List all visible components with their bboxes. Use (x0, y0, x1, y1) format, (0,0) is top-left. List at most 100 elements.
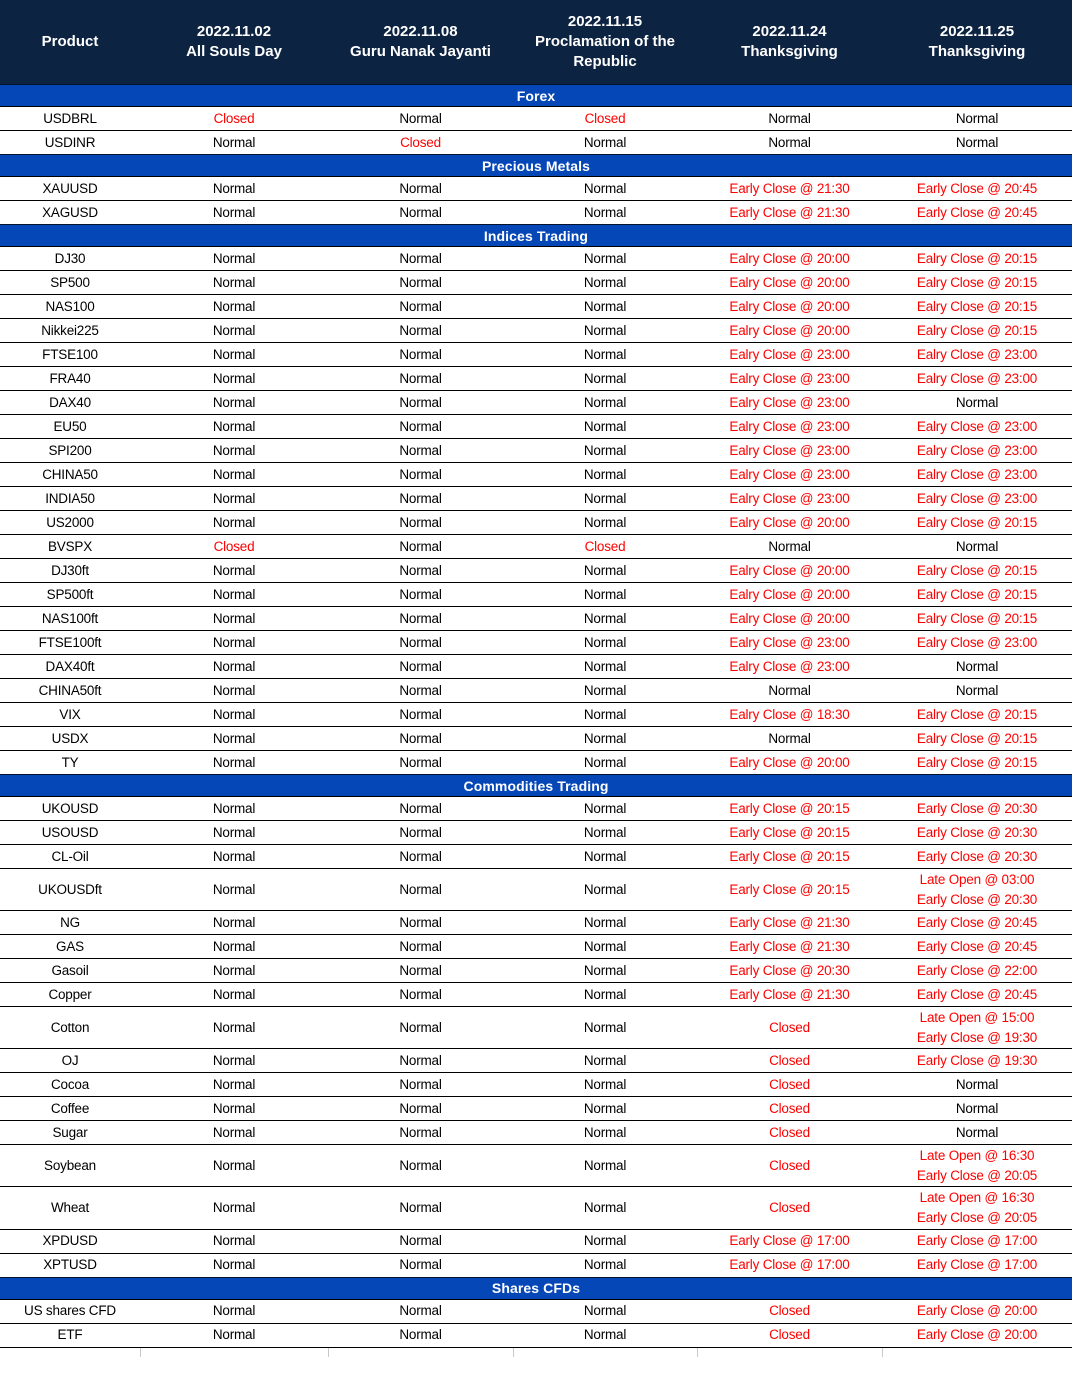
status-value: Normal (399, 1200, 442, 1216)
status-cell: Normal (328, 368, 513, 390)
status-cell: Early Close @ 20:15 (697, 879, 882, 901)
status-value: Closed (769, 1327, 810, 1343)
status-value: Normal (212, 800, 256, 816)
table-row-china50ft: CHINA50ft Normal Normal Normal Normal Normal (0, 678, 1072, 702)
status-value: Normal (583, 1327, 627, 1343)
status-cell: Normal (328, 822, 513, 844)
status-cell: Normal (513, 344, 697, 366)
status-value: Normal (212, 1200, 256, 1216)
status-cell: Closed (697, 1300, 882, 1322)
status-cell: Ealry Close @ 18:30 (697, 704, 882, 726)
status-cell: Normal (140, 296, 328, 318)
holiday-date: 2022.11.02 (196, 23, 272, 41)
status-cell: Normal (697, 680, 882, 702)
status-cell: Ealry Close @ 20:00 (697, 752, 882, 774)
status-cell: Normal (513, 1230, 697, 1252)
status-cell: Normal (513, 1017, 697, 1039)
status-cell: Ealry Close @ 20:15 (882, 728, 1072, 750)
status-cell: Normal (328, 912, 513, 934)
status-value: Early Close @ 21:30 (729, 914, 850, 930)
holiday-date: 2022.11.08 (383, 23, 458, 41)
status-cell: Ealry Close @ 23:00 (697, 488, 882, 510)
status-value: Normal (583, 1233, 627, 1249)
product-name: XPDUSD (42, 1233, 98, 1249)
status-value: Early Close @ 19:30 (916, 1052, 1038, 1068)
status-value: Ealry Close @ 20:15 (916, 298, 1038, 314)
status-value: Ealry Close @ 23:00 (916, 490, 1038, 506)
status-value: Normal (583, 418, 627, 434)
status-value: Closed (769, 1019, 810, 1035)
status-value: Early Close @ 20:30 (916, 891, 1038, 907)
status-cell: Early Close @ 20:30 (882, 798, 1072, 820)
table-row-india50: INDIA50 Normal Normal Normal Ealry Close @ 2… (0, 486, 1072, 510)
status-cell: Early Close @ 20:45 (882, 178, 1072, 200)
section-header-shares-cfds: Shares CFDs (0, 1276, 1072, 1299)
status-value: Normal (399, 754, 442, 770)
product-name: XPTUSD (43, 1257, 97, 1273)
table-row-us2000: US2000 Normal Normal Normal Ealry Close @ 20… (0, 510, 1072, 534)
table-row-nas100: NAS100 Normal Normal Normal Ealry Close @ 20… (0, 294, 1072, 318)
status-value: Normal (583, 1158, 627, 1174)
status-cell: Normal (328, 1324, 513, 1346)
status-value: Normal (212, 986, 256, 1002)
status-cell: Closed (697, 1122, 882, 1144)
status-value: Normal (212, 274, 256, 290)
table-row-ukousd: UKOUSD Normal Normal Normal Early Close @ 20… (0, 796, 1072, 820)
status-value: Normal (583, 586, 627, 602)
status-cell: Normal (140, 936, 328, 958)
status-cell: Early Close @ 20:15 (697, 798, 882, 820)
product-name: INDIA50 (45, 490, 95, 506)
status-value: Ealry Close @ 20:15 (916, 586, 1038, 602)
status-value: Early Close @ 17:00 (729, 1233, 850, 1249)
status-cell: Normal (513, 416, 697, 438)
status-cell: Normal (140, 798, 328, 820)
status-cell: Normal (513, 320, 697, 342)
status-value: Ealry Close @ 23:00 (916, 466, 1038, 482)
status-cell: Normal (513, 1122, 697, 1144)
status-value: Normal (399, 274, 442, 290)
status-cell: Normal (513, 879, 697, 901)
status-value: Normal (583, 1257, 627, 1273)
status-value: Ealry Close @ 20:15 (916, 514, 1038, 530)
table-row-cotton: Cotton Normal Normal Normal Closed Late Open … (0, 1006, 1072, 1049)
status-cell: Normal (140, 488, 328, 510)
status-cell: Normal (140, 728, 328, 750)
status-value: Normal (583, 1124, 627, 1140)
status-value: Normal (955, 394, 999, 410)
status-value: Normal (955, 110, 999, 126)
table-row-dj30ft: DJ30ft Normal Normal Normal Ealry Close @ 20… (0, 558, 1072, 582)
status-cell: Normal (328, 1050, 513, 1072)
status-value: Normal (399, 250, 442, 266)
product-name: Wheat (50, 1200, 90, 1216)
status-cell: Ealry Close @ 23:00 (882, 344, 1072, 366)
status-value: Normal (399, 610, 442, 626)
status-value: Normal (399, 682, 442, 698)
status-value: Normal (212, 1019, 256, 1035)
status-cell: Normal (140, 704, 328, 726)
status-value: Early Close @ 20:45 (916, 914, 1038, 930)
status-cell: Early Close @ 17:00 (882, 1230, 1072, 1252)
status-value: Normal (583, 1303, 627, 1319)
status-cell: Ealry Close @ 20:15 (882, 608, 1072, 630)
status-cell: Ealry Close @ 20:00 (697, 560, 882, 582)
status-value: Normal (212, 754, 256, 770)
status-cell: Normal (513, 656, 697, 678)
status-cell: Normal (697, 536, 882, 558)
status-value: Normal (955, 134, 999, 150)
status-cell: Ealry Close @ 20:00 (697, 248, 882, 270)
status-value: Ealry Close @ 20:15 (916, 274, 1038, 290)
status-value: Normal (399, 986, 442, 1002)
status-value: Normal (399, 538, 442, 554)
status-value: Normal (212, 730, 256, 746)
status-cell: Ealry Close @ 20:15 (882, 296, 1072, 318)
status-value: Normal (399, 730, 442, 746)
product-name: Soybean (44, 1158, 96, 1174)
status-value: Ealry Close @ 20:00 (729, 274, 850, 290)
status-cell: Normal (328, 798, 513, 820)
status-cell: Normal (513, 464, 697, 486)
status-cell: Normal (513, 296, 697, 318)
status-cell: Normal (513, 1074, 697, 1096)
product-name: FTSE100 (42, 346, 98, 362)
status-cell: Early Close @ 21:30 (697, 984, 882, 1006)
status-value: Early Close @ 22:00 (916, 962, 1038, 978)
